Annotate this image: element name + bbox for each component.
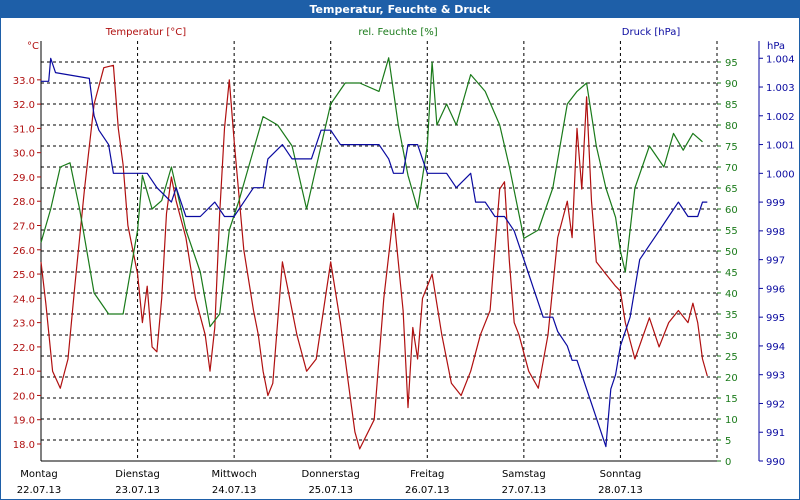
x-date-label: 27.07.13 bbox=[502, 485, 547, 496]
temp-tick-label: 19.0 bbox=[13, 416, 35, 427]
temp-tick-label: 20.0 bbox=[13, 391, 35, 402]
hum-tick-label: 70 bbox=[725, 163, 738, 174]
temp-unit-label: °C bbox=[27, 41, 39, 52]
hum-tick-label: 95 bbox=[725, 58, 738, 69]
temp-tick-label: 28.0 bbox=[13, 197, 35, 208]
x-date-label: 22.07.13 bbox=[17, 485, 62, 496]
hum-tick-label: 30 bbox=[725, 331, 738, 342]
temp-tick-label: 25.0 bbox=[13, 270, 35, 281]
x-day-label: Freitag bbox=[410, 469, 444, 480]
press-tick-label: 997 bbox=[766, 256, 785, 267]
temp-tick-label: 18.0 bbox=[13, 440, 35, 451]
temp-tick-label: 31.0 bbox=[13, 124, 35, 135]
temp-tick-label: 29.0 bbox=[13, 173, 35, 184]
window-title: Temperatur, Feuchte & Druck bbox=[1, 1, 799, 18]
hum-tick-label: 35 bbox=[725, 310, 738, 321]
hum-tick-label: 80 bbox=[725, 121, 738, 132]
hum-tick-label: 40 bbox=[725, 289, 738, 300]
hum-tick-label: 20 bbox=[725, 373, 738, 384]
hum-tick-label: 0 bbox=[725, 457, 731, 468]
temp-tick-label: 24.0 bbox=[13, 294, 35, 305]
press-tick-label: 993 bbox=[766, 371, 785, 382]
x-day-label: Sonntag bbox=[600, 469, 642, 480]
temp-axis-title: Temperatur [°C] bbox=[105, 27, 186, 38]
x-date-label: 23.07.13 bbox=[115, 485, 160, 496]
press-tick-label: 1.004 bbox=[766, 54, 795, 65]
x-day-label: Montag bbox=[20, 469, 57, 480]
hum-tick-label: 45 bbox=[725, 268, 738, 279]
hum-tick-label: 10 bbox=[725, 415, 738, 426]
temp-tick-label: 26.0 bbox=[13, 246, 35, 257]
press-tick-label: 992 bbox=[766, 399, 785, 410]
series-line-press bbox=[41, 57, 708, 448]
x-day-label: Samstag bbox=[502, 469, 546, 480]
press-tick-label: 1.002 bbox=[766, 112, 795, 123]
hum-tick-label: 75 bbox=[725, 142, 738, 153]
hum-tick-label: 15 bbox=[725, 394, 738, 405]
hum-axis-title: rel. Feuchte [%] bbox=[358, 27, 437, 38]
press-tick-label: 996 bbox=[766, 284, 785, 295]
press-tick-label: 998 bbox=[766, 227, 785, 238]
press-tick-label: 1.001 bbox=[766, 141, 795, 152]
temp-tick-label: 27.0 bbox=[13, 222, 35, 233]
x-date-label: 24.07.13 bbox=[212, 485, 257, 496]
press-tick-label: 990 bbox=[766, 457, 785, 468]
hum-tick-label: 65 bbox=[725, 184, 738, 195]
x-date-label: 28.07.13 bbox=[598, 485, 643, 496]
press-tick-label: 999 bbox=[766, 198, 785, 209]
press-unit-label: hPa bbox=[767, 41, 785, 52]
x-day-label: Mittwoch bbox=[211, 469, 256, 480]
hum-tick-label: 25 bbox=[725, 352, 738, 363]
temp-tick-label: 32.0 bbox=[13, 100, 35, 111]
temp-tick-label: 30.0 bbox=[13, 149, 35, 160]
temp-tick-label: 22.0 bbox=[13, 343, 35, 354]
hum-tick-label: 60 bbox=[725, 205, 738, 216]
hum-tick-label: 90 bbox=[725, 79, 738, 90]
press-tick-label: 994 bbox=[766, 342, 785, 353]
x-date-label: 26.07.13 bbox=[405, 485, 450, 496]
x-date-label: 25.07.13 bbox=[308, 485, 353, 496]
temp-tick-label: 21.0 bbox=[13, 367, 35, 378]
hum-tick-label: 55 bbox=[725, 226, 738, 237]
hum-tick-label: 50 bbox=[725, 247, 738, 258]
x-day-label: Dienstag bbox=[115, 469, 160, 480]
press-tick-label: 1.003 bbox=[766, 83, 795, 94]
temp-tick-label: 33.0 bbox=[13, 76, 35, 87]
hum-tick-label: 5 bbox=[725, 436, 731, 447]
press-tick-label: 991 bbox=[766, 428, 785, 439]
hum-tick-label: 85 bbox=[725, 100, 738, 111]
temp-tick-label: 23.0 bbox=[13, 319, 35, 330]
press-tick-label: 1.000 bbox=[766, 169, 795, 180]
x-day-label: Donnerstag bbox=[302, 469, 360, 480]
series-line-temp bbox=[40, 64, 708, 450]
press-tick-label: 995 bbox=[766, 313, 785, 324]
series-line-hum bbox=[40, 57, 703, 328]
press-axis-title: Druck [hPa] bbox=[622, 27, 681, 38]
